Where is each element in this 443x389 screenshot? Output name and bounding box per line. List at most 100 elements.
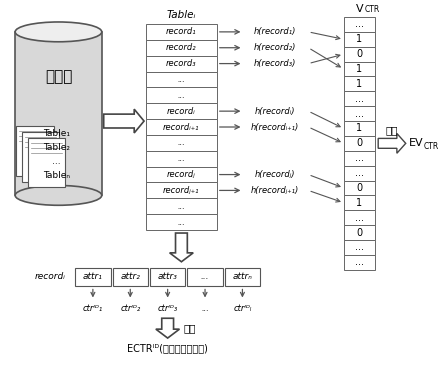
FancyBboxPatch shape — [146, 166, 217, 182]
FancyBboxPatch shape — [146, 151, 217, 166]
Text: recordⱼ₊₁: recordⱼ₊₁ — [163, 186, 200, 195]
Text: 1: 1 — [357, 34, 362, 44]
Text: ...: ... — [178, 91, 185, 100]
Text: Tableₙ: Tableₙ — [43, 171, 70, 180]
FancyBboxPatch shape — [146, 182, 217, 198]
Text: ...: ... — [355, 19, 364, 30]
FancyBboxPatch shape — [344, 47, 375, 61]
FancyBboxPatch shape — [344, 225, 375, 240]
Text: h(record₁): h(record₁) — [254, 27, 296, 37]
Text: ctrᴵᴰ₃: ctrᴵᴰ₃ — [158, 304, 178, 313]
Text: ...: ... — [178, 202, 185, 211]
FancyBboxPatch shape — [344, 151, 375, 166]
Text: 0: 0 — [357, 228, 362, 238]
Text: h(record₃): h(record₃) — [254, 59, 296, 68]
FancyBboxPatch shape — [146, 24, 217, 40]
Text: ...: ... — [201, 272, 210, 281]
Text: recordᵢ: recordᵢ — [35, 272, 65, 281]
Polygon shape — [104, 109, 144, 133]
Text: ctrᴵᴰ₁: ctrᴵᴰ₁ — [83, 304, 103, 313]
Text: ...: ... — [355, 109, 364, 119]
Ellipse shape — [15, 22, 102, 42]
Text: V: V — [356, 4, 363, 14]
FancyBboxPatch shape — [146, 119, 217, 135]
Text: h(recordᵢ): h(recordᵢ) — [255, 107, 295, 116]
Text: 0: 0 — [357, 183, 362, 193]
Text: ...: ... — [355, 257, 364, 267]
FancyBboxPatch shape — [344, 32, 375, 47]
Text: recordⱼ: recordⱼ — [167, 170, 196, 179]
FancyBboxPatch shape — [146, 135, 217, 151]
Text: record₃: record₃ — [166, 59, 197, 68]
Polygon shape — [378, 133, 406, 153]
Text: 数据库: 数据库 — [45, 69, 72, 84]
FancyBboxPatch shape — [344, 166, 375, 180]
Text: ECTRᴵᴰ(认证加密计数器): ECTRᴵᴰ(认证加密计数器) — [127, 343, 208, 353]
Text: 0: 0 — [357, 138, 362, 148]
Text: h(recordⱼ): h(recordⱼ) — [255, 170, 295, 179]
FancyBboxPatch shape — [146, 40, 217, 56]
Text: ...: ... — [355, 94, 364, 104]
FancyBboxPatch shape — [344, 77, 375, 91]
FancyBboxPatch shape — [344, 255, 375, 270]
FancyBboxPatch shape — [146, 72, 217, 88]
Text: ctrᴵᴰ₂: ctrᴵᴰ₂ — [120, 304, 140, 313]
Text: 1: 1 — [357, 198, 362, 208]
FancyBboxPatch shape — [344, 195, 375, 210]
FancyBboxPatch shape — [75, 268, 111, 286]
Text: Table₂: Table₂ — [43, 143, 70, 152]
Text: ctrᴵᴰₗ: ctrᴵᴰₗ — [233, 304, 252, 313]
FancyBboxPatch shape — [113, 268, 148, 286]
FancyBboxPatch shape — [344, 180, 375, 195]
Text: 1: 1 — [357, 79, 362, 89]
FancyBboxPatch shape — [22, 132, 59, 182]
FancyBboxPatch shape — [146, 198, 217, 214]
Text: h(recordᵢ₊₁): h(recordᵢ₊₁) — [251, 123, 299, 131]
Text: ...: ... — [355, 213, 364, 223]
Text: EV: EV — [409, 138, 424, 148]
FancyBboxPatch shape — [16, 126, 54, 175]
Text: ...: ... — [178, 75, 185, 84]
Text: Tableᵢ: Tableᵢ — [167, 10, 196, 20]
Text: attrₙ: attrₙ — [233, 272, 253, 281]
Polygon shape — [156, 318, 179, 338]
Text: recordᵢ: recordᵢ — [167, 107, 196, 116]
FancyBboxPatch shape — [344, 210, 375, 225]
Text: ...: ... — [52, 157, 61, 166]
Text: record₁: record₁ — [166, 27, 197, 37]
FancyBboxPatch shape — [150, 268, 185, 286]
Text: attr₃: attr₃ — [158, 272, 178, 281]
Ellipse shape — [15, 186, 102, 205]
FancyBboxPatch shape — [28, 138, 65, 187]
Text: h(recordⱼ₊₁): h(recordⱼ₊₁) — [251, 186, 299, 195]
Text: ...: ... — [178, 154, 185, 163]
Text: h(record₂): h(record₂) — [254, 43, 296, 52]
Polygon shape — [15, 32, 102, 195]
FancyBboxPatch shape — [344, 61, 375, 77]
Polygon shape — [170, 233, 193, 262]
Text: 加密: 加密 — [386, 126, 398, 135]
FancyBboxPatch shape — [344, 91, 375, 106]
Text: 1: 1 — [357, 123, 362, 133]
Text: 1: 1 — [357, 64, 362, 74]
Text: attr₂: attr₂ — [120, 272, 140, 281]
FancyBboxPatch shape — [146, 214, 217, 230]
Text: ...: ... — [355, 153, 364, 163]
FancyBboxPatch shape — [146, 88, 217, 103]
FancyBboxPatch shape — [344, 106, 375, 121]
Text: 加密: 加密 — [183, 323, 196, 333]
Text: recordᵢ₊₁: recordᵢ₊₁ — [163, 123, 200, 131]
Text: ...: ... — [355, 242, 364, 252]
FancyBboxPatch shape — [344, 17, 375, 32]
Text: ...: ... — [178, 217, 185, 227]
Text: ...: ... — [355, 168, 364, 178]
FancyBboxPatch shape — [225, 268, 260, 286]
Text: Table₁: Table₁ — [43, 130, 70, 138]
Text: CTR: CTR — [424, 142, 439, 151]
Text: CTR: CTR — [365, 5, 380, 14]
FancyBboxPatch shape — [146, 56, 217, 72]
Text: ...: ... — [201, 304, 209, 313]
FancyBboxPatch shape — [146, 103, 217, 119]
Text: attr₁: attr₁ — [83, 272, 103, 281]
FancyBboxPatch shape — [187, 268, 223, 286]
